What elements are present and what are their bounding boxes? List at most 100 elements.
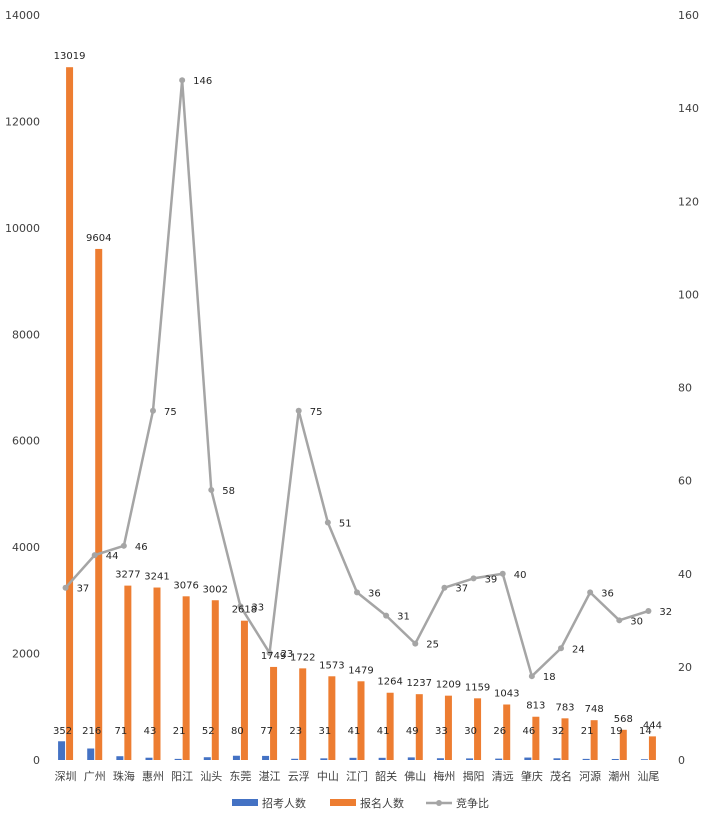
ratio-data-label: 46 (135, 542, 148, 553)
ratio-point (412, 640, 419, 647)
applicants-data-label: 1043 (494, 688, 519, 699)
recruit-data-label: 30 (464, 726, 477, 737)
bar-recruit (436, 758, 444, 760)
ratio-point (470, 575, 477, 582)
category-label: 阳江 (171, 770, 193, 783)
category-label: 中山 (317, 770, 339, 783)
bar-applicants (240, 620, 248, 760)
recruit-data-label: 80 (231, 726, 244, 737)
recruit-data-label: 23 (289, 726, 302, 737)
ratio-data-label: 36 (368, 588, 381, 599)
ratio-data-label: 39 (485, 574, 498, 585)
recruit-data-label: 14 (639, 726, 652, 737)
recruit-data-label: 21 (581, 726, 594, 737)
ratio-point (150, 407, 156, 414)
applicants-data-label: 1722 (290, 652, 315, 663)
applicants-data-label: 1573 (319, 660, 344, 671)
ratio-point (208, 486, 215, 493)
bar-recruit (58, 741, 66, 760)
bar-recruit (466, 758, 474, 760)
left-tick-label: 8000 (12, 328, 40, 341)
category-label: 揭阳 (463, 769, 485, 783)
recruit-data-label: 33 (435, 726, 448, 737)
category-label: 茂名 (550, 769, 572, 783)
right-tick-label: 160 (678, 9, 699, 22)
legend-label: 招考人数 (262, 796, 306, 810)
legend-marker (436, 800, 442, 806)
bar-applicants (182, 596, 190, 760)
ratio-data-label: 37 (77, 584, 90, 595)
bar-recruit (291, 758, 299, 760)
applicants-data-label: 13019 (54, 51, 86, 62)
applicants-data-label: 3076 (173, 580, 198, 591)
ratio-data-label: 31 (397, 612, 410, 623)
recruit-data-label: 46 (522, 726, 535, 737)
bar-recruit (378, 757, 386, 760)
applicants-data-label: 1237 (407, 678, 432, 689)
applicants-data-label: 3277 (115, 570, 140, 581)
category-label: 深圳 (55, 770, 77, 783)
category-label: 汕尾 (637, 770, 659, 783)
left-tick-label: 4000 (12, 541, 40, 554)
ratio-point (120, 542, 127, 549)
left-tick-label: 2000 (12, 648, 40, 661)
category-labels: 深圳 广州 珠海 惠州 阳江 汕头 东莞 湛江 云浮 中山 江门 韶关 佛山 梅州 揭阳 清远 肇庆 茂名 河源 潮州… (55, 769, 660, 783)
bar-recruit (87, 748, 95, 760)
recruit-data-label: 216 (82, 726, 101, 737)
ratio-data-label: 30 (630, 616, 643, 627)
applicants-data-label: 2618 (232, 605, 257, 616)
applicants-data-label: 1264 (377, 677, 402, 688)
bar-applicants (211, 600, 219, 760)
bar-applicants (648, 736, 656, 760)
ratio-data-label: 32 (659, 607, 672, 618)
recruit-data-label: 21 (173, 726, 186, 737)
category-label: 珠海 (113, 769, 135, 783)
category-label: 肇庆 (521, 769, 543, 783)
left-axis: 0 2000 4000 6000 8000 10000 12000 14000 (5, 9, 40, 767)
category-label: 潮州 (608, 769, 630, 783)
recruit-data-label: 77 (260, 726, 273, 737)
bar-recruit (116, 756, 124, 760)
category-label: 云浮 (288, 770, 310, 783)
bar-applicants (66, 67, 74, 760)
bar-recruit (232, 755, 240, 760)
category-label: 广州 (84, 770, 106, 783)
ratio-data-label: 18 (543, 672, 556, 683)
bar-applicants (532, 716, 540, 760)
applicants-data-label: 568 (614, 714, 633, 725)
category-label: 东莞 (229, 770, 251, 783)
ratio-data-label: 25 (426, 640, 439, 651)
left-tick-label: 6000 (12, 435, 40, 448)
bars (58, 67, 656, 760)
applicants-data-label: 3002 (203, 584, 228, 595)
recruit-data-label: 52 (202, 726, 215, 737)
category-label: 汕头 (200, 770, 222, 783)
ratio-point (295, 407, 302, 414)
bar-recruit (174, 758, 182, 760)
legend: 招考人数 报名人数 竞争比 (232, 796, 489, 810)
category-label: 湛江 (259, 770, 281, 783)
applicants-data-label: 1479 (348, 665, 373, 676)
ratio-point (528, 673, 535, 680)
left-tick-label: 12000 (5, 115, 40, 128)
bar-recruit (145, 757, 153, 760)
applicants-data-label: 748 (585, 704, 604, 715)
ratio-point (324, 519, 331, 526)
bar-applicants (474, 698, 482, 760)
ratio-point (441, 584, 448, 591)
applicants-data-label: 1209 (436, 680, 461, 691)
category-label: 清远 (492, 770, 514, 783)
ratio-point (616, 617, 623, 624)
ratio-line (62, 77, 652, 680)
recruit-data-label: 41 (377, 726, 390, 737)
ratio-point (499, 570, 506, 577)
ratio-point (645, 608, 652, 614)
recruit-data-label: 49 (406, 726, 419, 737)
bar-recruit (407, 757, 415, 760)
bar-recruit (203, 757, 211, 760)
legend-swatch (232, 799, 258, 806)
right-axis: 0 20 40 60 80 100 120 140 160 (678, 9, 699, 767)
recruit-data-label: 19 (610, 726, 623, 737)
bar-applicants (619, 729, 627, 760)
applicants-data-label: 444 (643, 720, 662, 731)
